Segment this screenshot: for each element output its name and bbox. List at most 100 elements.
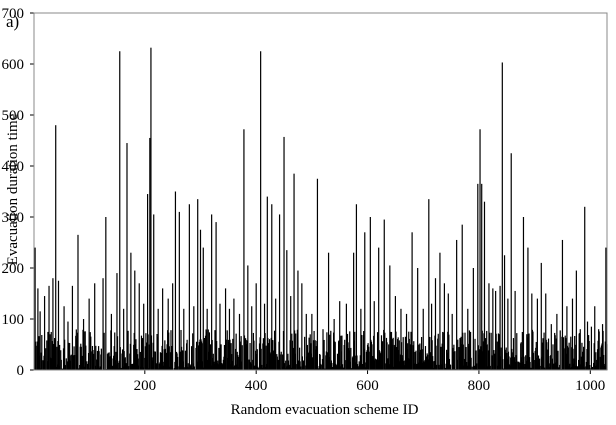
- bar: [196, 341, 198, 370]
- x-axis: 200 400 600 800 1000: [134, 370, 605, 394]
- bar: [323, 339, 325, 370]
- bar: [271, 204, 273, 370]
- bar: [438, 364, 440, 370]
- bar: [353, 252, 355, 370]
- bar: [67, 342, 70, 370]
- bar: [295, 364, 297, 370]
- bar: [90, 336, 92, 370]
- bar: [434, 278, 437, 370]
- y-tick-label: 100: [2, 312, 25, 328]
- bar: [119, 347, 121, 370]
- bar: [59, 344, 61, 370]
- bar: [508, 356, 510, 370]
- y-tick-label: 700: [2, 6, 25, 22]
- bar: [512, 338, 515, 370]
- bar: [471, 366, 473, 370]
- bar: [424, 346, 427, 370]
- bar: [402, 337, 404, 370]
- bar: [456, 239, 458, 370]
- bar: [589, 368, 591, 370]
- bar: [233, 298, 235, 370]
- bar: [400, 308, 402, 370]
- bar: [381, 341, 384, 370]
- y-axis-title: Evacuation duration time: [5, 113, 21, 265]
- bar: [542, 338, 544, 370]
- bar: [193, 306, 195, 370]
- bar: [88, 298, 90, 370]
- bar: [162, 288, 164, 370]
- bar: [251, 359, 253, 370]
- bar: [37, 288, 39, 370]
- bar: [415, 350, 417, 370]
- plot-frame: [33, 12, 608, 371]
- bar: [602, 330, 604, 370]
- bar: [305, 313, 307, 370]
- bar: [116, 336, 119, 370]
- bar: [139, 351, 141, 370]
- bar: [566, 306, 568, 370]
- bar: [283, 136, 285, 370]
- x-tick-label: 1000: [575, 378, 605, 394]
- bar: [462, 344, 464, 370]
- bar: [378, 247, 380, 370]
- bar: [237, 356, 239, 370]
- bar: [134, 270, 136, 370]
- bar: [70, 354, 72, 370]
- bar: [130, 252, 132, 370]
- bar: [499, 285, 501, 370]
- bar: [373, 301, 375, 370]
- bar: [453, 344, 455, 370]
- bar: [208, 332, 211, 370]
- bar: [285, 360, 287, 370]
- bar: [431, 340, 433, 370]
- bar: [114, 332, 116, 370]
- bar: [174, 191, 177, 370]
- bar: [199, 229, 202, 370]
- bar: [170, 330, 172, 370]
- bar: [503, 255, 506, 370]
- bar: [461, 224, 463, 370]
- bar: [540, 262, 542, 370]
- bar: [261, 364, 263, 370]
- bar: [294, 330, 296, 370]
- bar: [533, 360, 535, 370]
- bar: [339, 301, 341, 370]
- bar: [535, 341, 537, 370]
- bar: [476, 363, 478, 370]
- bar: [429, 337, 431, 370]
- bar: [267, 337, 269, 370]
- bar: [232, 338, 234, 370]
- bar: [83, 331, 85, 370]
- bar: [190, 346, 193, 370]
- bar: [467, 308, 469, 370]
- bar: [147, 334, 149, 370]
- bar: [211, 339, 213, 370]
- bar: [442, 331, 444, 370]
- bar: [341, 364, 344, 370]
- bar: [224, 288, 227, 370]
- bar: [249, 343, 251, 370]
- bar: [121, 349, 124, 370]
- bar: [126, 143, 128, 370]
- bar: [179, 351, 181, 370]
- bar: [215, 222, 217, 370]
- bar: [522, 217, 525, 370]
- bar: [150, 47, 152, 371]
- bar: [568, 342, 570, 370]
- x-tick-label: 200: [134, 378, 157, 394]
- bar: [94, 283, 96, 370]
- bar: [95, 359, 97, 370]
- bar: [229, 339, 231, 370]
- bar: [69, 342, 71, 370]
- bar: [586, 321, 589, 370]
- x-tick-label: 800: [468, 378, 491, 394]
- bar: [408, 338, 410, 370]
- bar: [147, 194, 149, 370]
- bar: [150, 335, 153, 370]
- bar: [128, 366, 130, 370]
- bar: [422, 308, 424, 370]
- bar: [98, 351, 100, 370]
- bar: [435, 345, 437, 370]
- bar: [344, 339, 346, 370]
- bar: [297, 270, 299, 370]
